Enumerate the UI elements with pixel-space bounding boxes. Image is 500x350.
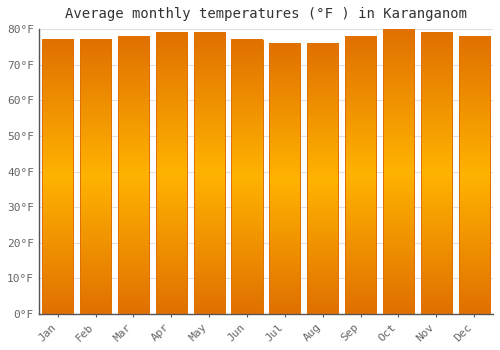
Bar — [421, 33, 452, 314]
Bar — [345, 36, 376, 314]
Bar — [307, 43, 338, 314]
Bar — [42, 40, 74, 314]
Bar — [270, 43, 300, 314]
Bar — [156, 33, 187, 314]
Bar — [232, 40, 262, 314]
Bar — [80, 40, 111, 314]
Bar — [383, 29, 414, 314]
Title: Average monthly temperatures (°F ) in Karanganom: Average monthly temperatures (°F ) in Ka… — [65, 7, 467, 21]
Bar — [458, 36, 490, 314]
Bar — [118, 36, 149, 314]
Bar — [194, 33, 224, 314]
